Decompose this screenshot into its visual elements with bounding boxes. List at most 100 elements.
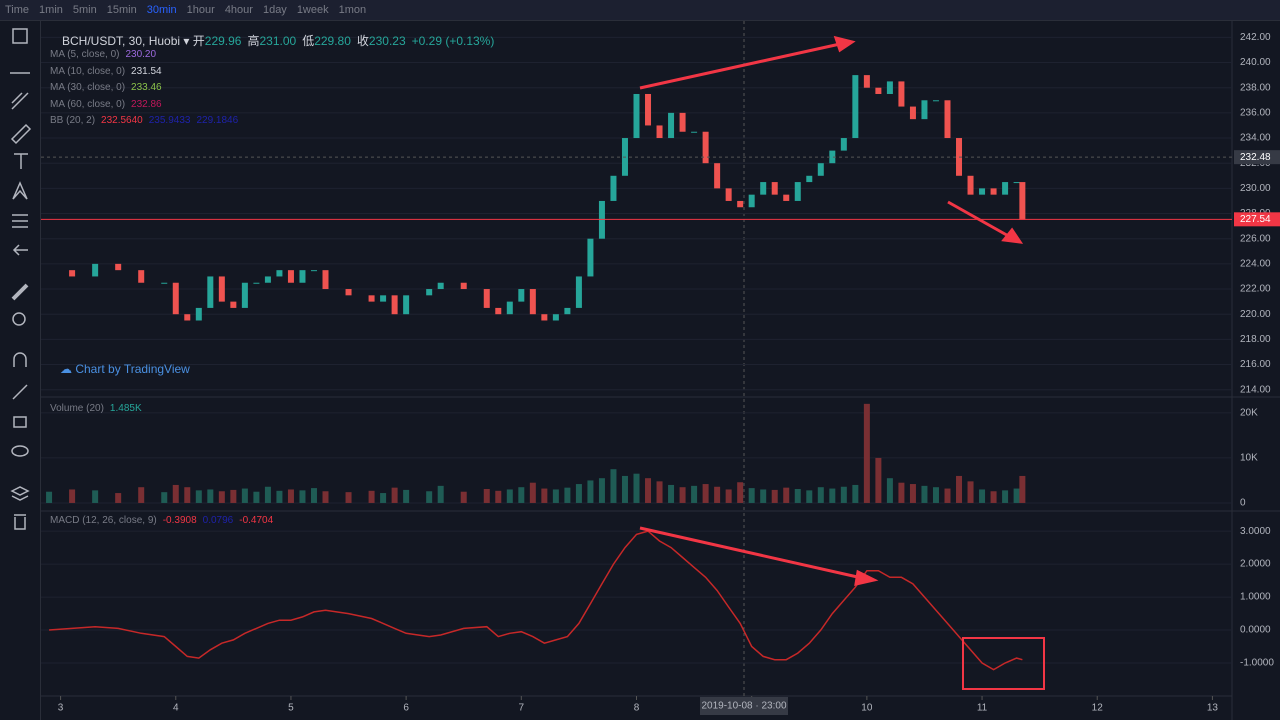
volume-bar — [69, 489, 76, 503]
candle — [483, 289, 490, 308]
y-tick-label: 218.00 — [1240, 334, 1271, 345]
indicator-value: 235.9433 — [148, 115, 191, 126]
interval[interactable]: 15min — [106, 4, 137, 16]
trend-tool[interactable] — [11, 92, 29, 110]
candle — [610, 175, 617, 201]
zoom-tool[interactable] — [12, 312, 26, 326]
fib-tool[interactable] — [12, 214, 28, 228]
crosshair-box — [700, 697, 788, 715]
layers-tool[interactable] — [10, 486, 30, 501]
candle — [587, 238, 594, 277]
indicator-name: MA (30, close, 0) — [50, 82, 126, 93]
select-icon[interactable] — [12, 28, 28, 44]
y-tick-label: 238.00 — [1240, 82, 1271, 93]
candle — [748, 194, 755, 208]
interval[interactable]: 4hour — [224, 4, 253, 16]
candle — [967, 175, 974, 195]
candle — [437, 282, 444, 290]
volume-bar — [241, 488, 248, 503]
interval[interactable]: 5min — [72, 4, 97, 16]
candle — [506, 301, 513, 315]
y-tick-label: 3.0000 — [1240, 526, 1271, 537]
volume-bar — [633, 473, 640, 503]
interval[interactable]: 1day — [262, 4, 287, 16]
candle — [518, 289, 525, 302]
candle — [138, 270, 145, 283]
ohlc-value: 229.96 — [204, 34, 242, 48]
volume-bar — [529, 482, 536, 503]
indicator-name: MA (60, close, 0) — [50, 99, 126, 110]
candle — [852, 75, 859, 139]
candle — [310, 270, 317, 272]
candle — [230, 301, 237, 308]
annotations — [639, 35, 1045, 690]
y-tick-label: 236.00 — [1240, 108, 1271, 119]
volume-bar — [161, 492, 168, 503]
y-tick-label: 10K — [1240, 453, 1258, 464]
indicator-value: -0.4704 — [239, 515, 274, 526]
volume-bar — [552, 489, 559, 503]
lock-tool[interactable] — [13, 416, 27, 428]
pattern-tool[interactable] — [12, 181, 28, 200]
volume-bar — [668, 484, 675, 503]
volume-bar — [495, 490, 502, 503]
interval-toolbar: Time 1min 5min 15min 30min 1hour 4hour 1day 1wee… — [0, 0, 1280, 21]
volume-bar — [771, 489, 778, 503]
watermark-text: Chart by TradingView — [75, 362, 190, 376]
trash-tool[interactable] — [14, 514, 26, 530]
y-tick-label: 234.00 — [1240, 133, 1271, 144]
indicator-legend: Volume (20) 1.485K — [50, 403, 142, 414]
candle — [714, 163, 721, 189]
highlight-box — [962, 637, 1045, 690]
candle — [886, 81, 893, 94]
interval[interactable]: 1min — [39, 4, 63, 16]
candle — [253, 282, 260, 284]
volume-bar — [1013, 488, 1020, 503]
candle — [633, 93, 640, 139]
pen-lock-tool[interactable] — [12, 384, 28, 400]
volume-bar — [817, 487, 824, 503]
candle — [495, 307, 502, 315]
y-tick-label: 0 — [1240, 498, 1246, 509]
candle — [368, 295, 375, 302]
candle — [241, 282, 248, 308]
interval[interactable]: Time — [5, 4, 30, 16]
symbol[interactable]: BCH/USDT, 30, Huobi — [62, 34, 181, 48]
volume-bar — [299, 490, 306, 503]
interval[interactable]: 1hour — [186, 4, 215, 16]
volume-bar — [310, 488, 317, 503]
eye-tool[interactable] — [11, 445, 29, 457]
indicator-legend: MA (5, close, 0) 230.20 — [50, 49, 156, 60]
candle — [276, 270, 283, 277]
text-tool[interactable] — [14, 153, 28, 169]
ohlc-value: 230.23 — [368, 34, 406, 48]
volume-bar — [92, 490, 99, 503]
volume-bar — [460, 491, 467, 503]
volume-bar — [380, 493, 387, 503]
indicator-name: MACD (12, 26, close, 9) — [50, 515, 157, 526]
x-tick-label: 8 — [634, 703, 640, 714]
magnet-tool[interactable] — [13, 352, 27, 367]
volume-bar — [207, 489, 214, 503]
ohlc-label: 高 — [247, 34, 260, 48]
volume-bar — [230, 489, 237, 503]
volume-bar — [426, 491, 433, 503]
volume-bar — [506, 489, 513, 503]
brush-tool[interactable] — [10, 123, 32, 145]
volume-bar — [863, 403, 870, 503]
x-tick-label: 3 — [58, 703, 64, 714]
back-tool[interactable] — [12, 244, 28, 256]
candle — [783, 194, 790, 201]
measure-tool[interactable] — [11, 283, 29, 301]
interval[interactable]: 1week — [296, 4, 329, 16]
x-tick-label: 4 — [173, 703, 179, 714]
y-tick-label: 224.00 — [1240, 259, 1271, 270]
arrow — [947, 200, 1013, 240]
indicator-value: 0.0796 — [202, 515, 234, 526]
ohlc-label: 收 — [356, 34, 369, 48]
interval[interactable]: 30min — [146, 4, 177, 16]
candle — [287, 270, 294, 283]
arrow — [639, 42, 841, 90]
interval[interactable]: 1mon — [338, 4, 367, 16]
watermark[interactable]: ☁ Chart by TradingView — [60, 362, 190, 376]
